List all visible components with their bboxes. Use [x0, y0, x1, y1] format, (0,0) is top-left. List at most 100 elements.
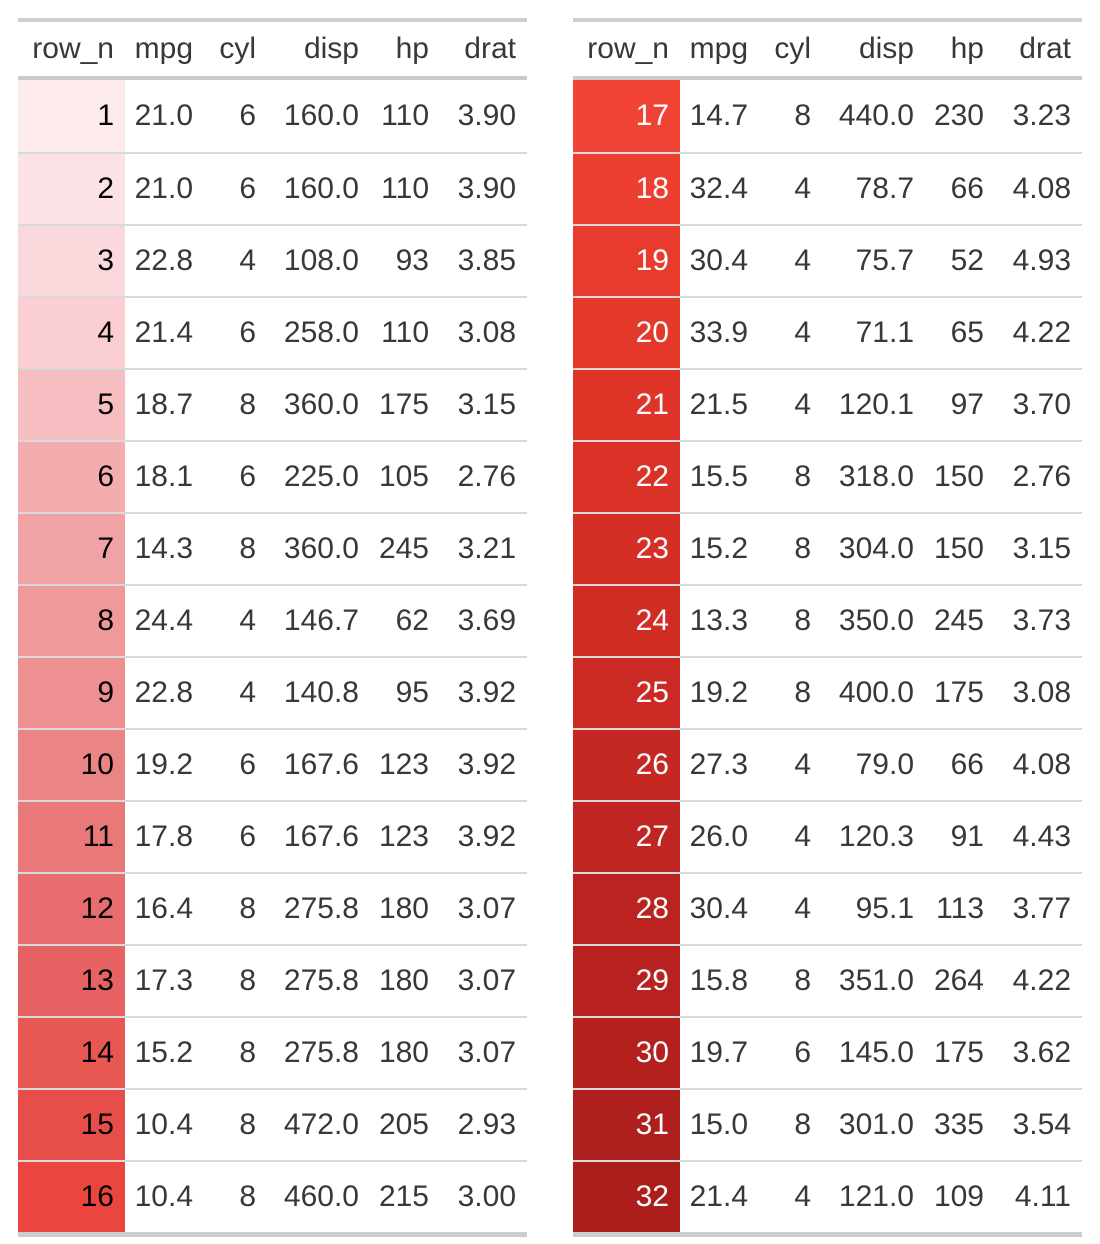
cell-hp: 150: [925, 512, 995, 585]
cell-drat: 3.85: [440, 224, 527, 297]
cell-drat: 3.21: [440, 512, 527, 585]
cell-hp: 65: [925, 296, 995, 369]
table-row: 12 16.4 8 275.8 180 3.07: [18, 872, 527, 945]
cell-cyl: 8: [204, 1160, 267, 1235]
cell-disp: 460.0: [267, 1160, 370, 1235]
cell-row_n: 23: [573, 512, 680, 585]
cell-row_n: 7: [18, 512, 125, 585]
table-row: 30 19.7 6 145.0 175 3.62: [573, 1016, 1082, 1089]
cell-drat: 3.92: [440, 656, 527, 729]
cell-hp: 52: [925, 224, 995, 297]
cell-disp: 350.0: [822, 584, 925, 657]
cell-cyl: 8: [204, 512, 267, 585]
cell-cyl: 4: [759, 872, 822, 945]
cell-cyl: 4: [759, 152, 822, 225]
cell-disp: 167.6: [267, 800, 370, 873]
cell-disp: 360.0: [267, 368, 370, 441]
table-row: 25 19.2 8 400.0 175 3.08: [573, 656, 1082, 729]
cell-disp: 78.7: [822, 152, 925, 225]
cell-mpg: 27.3: [680, 728, 759, 801]
cell-mpg: 10.4: [125, 1088, 204, 1161]
cell-disp: 275.8: [267, 944, 370, 1017]
cell-cyl: 8: [759, 584, 822, 657]
cell-row_n: 31: [573, 1088, 680, 1161]
cell-disp: 146.7: [267, 584, 370, 657]
cell-disp: 301.0: [822, 1088, 925, 1161]
table-row: 13 17.3 8 275.8 180 3.07: [18, 944, 527, 1017]
cell-drat: 3.90: [457, 99, 516, 132]
table-row: 27 26.0 4 120.3 91 4.43: [573, 800, 1082, 873]
table-row: 28 30.4 4 95.1 113 3.77: [573, 872, 1082, 945]
cell-row_n: 11: [18, 800, 125, 873]
cell-drat: 4.43: [995, 800, 1082, 873]
cell-drat: 3.77: [995, 872, 1082, 945]
table-header: row_n mpg cyl disp hp drat: [573, 20, 1082, 80]
cell-drat: 3.15: [440, 368, 527, 441]
cell-cyl: 4: [759, 728, 822, 801]
cell-mpg: 21.5: [680, 368, 759, 441]
mtcars-table-left: row_n mpg cyl disp hp drat 1 21.0 6 160.0 110 3.90…: [18, 18, 527, 1237]
cell-hp: 175: [370, 368, 440, 441]
cell-drat: 3.00: [440, 1160, 527, 1235]
cell-drat: 3.92: [440, 800, 527, 873]
header-cell-hp: hp: [370, 20, 440, 80]
cell-drat: 4.22: [995, 296, 1082, 369]
cell-mpg: 33.9: [680, 296, 759, 369]
cell-hp: 150: [925, 440, 995, 513]
cell-mpg: 19.2: [680, 656, 759, 729]
cell-row_n: 24: [573, 584, 680, 657]
cell-drat: 3.07: [440, 1016, 527, 1089]
cell-mpg: 14.7: [689, 99, 748, 132]
table-row: 26 27.3 4 79.0 66 4.08: [573, 728, 1082, 801]
header-cell-cyl: cyl: [204, 20, 267, 80]
cell-disp: 120.1: [822, 368, 925, 441]
cell-cyl: 8: [204, 1016, 267, 1089]
cell-row_n: 10: [18, 728, 125, 801]
cell-hp: 245: [370, 512, 440, 585]
cell-cyl: 6: [759, 1016, 822, 1089]
cell-cyl: 4: [759, 368, 822, 441]
cell-cyl: 4: [759, 800, 822, 873]
cell-disp: 275.8: [267, 872, 370, 945]
cell-row_n: 19: [573, 224, 680, 297]
cell-disp: 304.0: [822, 512, 925, 585]
cell-drat: 3.90: [440, 152, 527, 225]
table-row: 1 21.0 6 160.0 110 3.90: [18, 78, 527, 153]
cell-hp: 180: [370, 1016, 440, 1089]
cell-mpg: 21.0: [134, 99, 193, 132]
table-row: 4 21.4 6 258.0 110 3.08: [18, 296, 527, 369]
cell-cyl: 6: [204, 296, 267, 369]
cell-row_n: 22: [573, 440, 680, 513]
header-cell-disp: disp: [267, 20, 370, 80]
cell-drat: 4.08: [995, 152, 1082, 225]
table-row: 29 15.8 8 351.0 264 4.22: [573, 944, 1082, 1017]
cell-disp: 318.0: [822, 440, 925, 513]
cell-cyl: 8: [204, 944, 267, 1017]
cell-cyl: 6: [204, 152, 267, 225]
cell-hp: 66: [925, 728, 995, 801]
cell-drat: 2.76: [995, 440, 1082, 513]
cell-disp: 160.0: [283, 99, 359, 132]
cell-disp: 79.0: [822, 728, 925, 801]
table-row: 20 33.9 4 71.1 65 4.22: [573, 296, 1082, 369]
cell-hp: 123: [370, 728, 440, 801]
cell-hp: 205: [370, 1088, 440, 1161]
cell-drat: 3.62: [995, 1016, 1082, 1089]
cell-hp: 62: [370, 584, 440, 657]
cell-cyl: 6: [204, 728, 267, 801]
cell-mpg: 21.4: [680, 1160, 759, 1235]
cell-disp: 108.0: [267, 224, 370, 297]
cell-drat: 3.08: [995, 656, 1082, 729]
cell-mpg: 19.7: [680, 1016, 759, 1089]
cell-cyl: 8: [204, 872, 267, 945]
cell-row_n: 25: [573, 656, 680, 729]
cell-cyl: 8: [794, 99, 811, 132]
mtcars-table-right: row_n mpg cyl disp hp drat 17 14.7 8 440.0 230 3.2…: [573, 18, 1082, 1237]
table-row: 24 13.3 8 350.0 245 3.73: [573, 584, 1082, 657]
cell-drat: 3.07: [440, 872, 527, 945]
table-row: 15 10.4 8 472.0 205 2.93: [18, 1088, 527, 1161]
table-row: 6 18.1 6 225.0 105 2.76: [18, 440, 527, 513]
header-cell-mpg: mpg: [680, 20, 759, 80]
cell-row_n: 18: [573, 152, 680, 225]
cell-row_n: 14: [18, 1016, 125, 1089]
